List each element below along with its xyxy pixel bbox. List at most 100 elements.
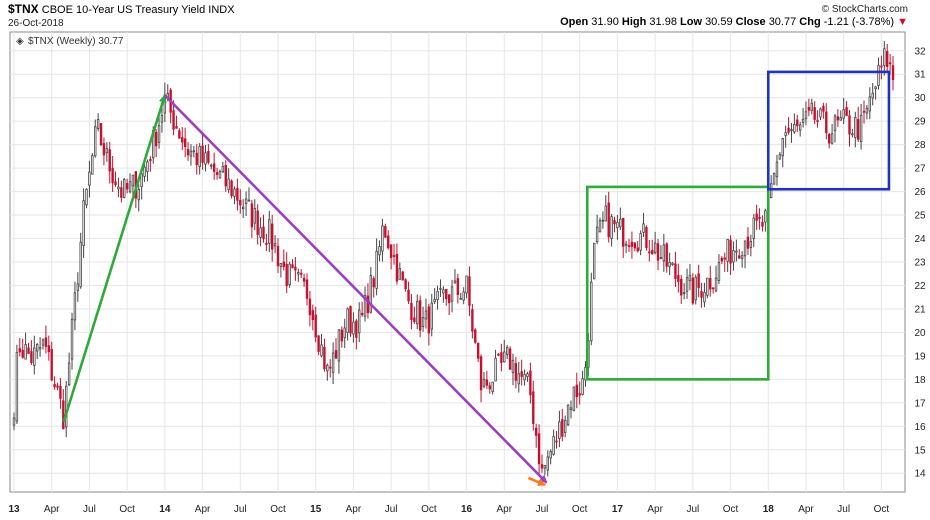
green-range-box [585, 185, 770, 381]
candle-up [88, 171, 91, 186]
candle-up [15, 351, 19, 422]
candle-up [694, 276, 697, 301]
candle-down [387, 235, 390, 249]
candle-up [128, 181, 132, 193]
candle-up [743, 240, 747, 257]
candle-down [175, 126, 178, 129]
x-tick-label: 15 [310, 504, 322, 515]
candle-down [723, 257, 726, 260]
y-tick-label: 16 [914, 422, 926, 433]
candle-up [511, 359, 515, 374]
candle-up [566, 404, 570, 426]
candle-down [212, 163, 216, 172]
candle-up [137, 189, 140, 201]
x-tick-label: Oct [874, 504, 890, 515]
y-tick-label: 18 [914, 375, 926, 386]
candle-up [819, 108, 822, 118]
candle-down [256, 210, 259, 235]
candle-up [717, 262, 721, 281]
candle-up [552, 436, 555, 455]
candle-down [239, 199, 242, 206]
candle-up [12, 417, 16, 426]
candle-up [41, 339, 45, 346]
candle-up [769, 183, 773, 198]
y-tick-label: 26 [914, 187, 926, 198]
candle-down [186, 148, 190, 156]
x-tick-label: 16 [461, 504, 473, 515]
candle-down [201, 145, 204, 163]
candle-down [53, 383, 56, 388]
candle-down [418, 300, 422, 331]
candle-up [82, 200, 85, 247]
candle-up [279, 263, 283, 267]
candle-up [563, 419, 567, 433]
candle-up [352, 321, 355, 335]
candle-up [442, 289, 445, 294]
candle-down [311, 310, 315, 321]
candle-down [807, 106, 811, 111]
candle-up [854, 117, 857, 138]
legend: ◈ $TNX (Weekly) 30.77 [16, 36, 124, 47]
candle-down [195, 152, 198, 166]
candle-up [433, 299, 436, 303]
candle-down [404, 279, 407, 290]
candle-up [883, 48, 886, 66]
y-tick-label: 19 [914, 351, 926, 362]
candle-down [848, 115, 851, 135]
x-tick-label: Apr [195, 504, 211, 515]
candle-up [619, 218, 622, 228]
candle-down [474, 329, 477, 343]
candle-down [822, 105, 825, 112]
candle-down [305, 279, 309, 299]
y-tick-label: 28 [914, 140, 926, 151]
x-tick-label: Apr [798, 504, 814, 515]
candle-down [836, 116, 840, 121]
candle-down [651, 250, 654, 255]
candle-down [711, 287, 715, 290]
x-tick-label: Oct [723, 504, 739, 515]
candle-up [688, 274, 692, 282]
candle-down [514, 363, 518, 381]
candle-down [314, 314, 317, 338]
candle-up [253, 208, 256, 224]
candle-up [288, 263, 291, 286]
exchange-label: INDX [208, 4, 235, 16]
candle-down [613, 220, 616, 225]
candle-down [389, 244, 393, 258]
candle-up [337, 329, 341, 362]
candle-up [241, 206, 245, 209]
candle-down [59, 385, 62, 399]
candle-up [798, 124, 802, 131]
low-value: 30.59 [705, 16, 733, 28]
candle-down [729, 239, 732, 264]
candle-down [622, 217, 625, 247]
candle-up [671, 262, 674, 266]
down-triangle-icon: ▼ [897, 16, 908, 28]
candle-down [674, 263, 677, 279]
candle-up [662, 244, 666, 262]
x-tick-label: Apr [647, 504, 663, 515]
candle-up [117, 186, 120, 190]
candle-up [601, 219, 605, 222]
x-tick-label: Apr [496, 504, 512, 515]
candle-down [413, 317, 416, 323]
candle-up [624, 243, 628, 246]
candle-up [784, 132, 787, 136]
candle-up [877, 64, 880, 86]
candle-up [505, 346, 509, 355]
candle-down [476, 342, 480, 359]
candle-down [555, 440, 558, 443]
brand-link[interactable]: © StockCharts.com [821, 4, 908, 15]
candle-up [85, 188, 88, 206]
candle-up [590, 281, 593, 342]
open-label: Open [560, 16, 589, 28]
candle-up [517, 373, 520, 385]
candle-down [317, 335, 320, 352]
y-tick-label: 25 [914, 211, 926, 222]
candle-down [114, 181, 117, 186]
candle-down [888, 62, 892, 65]
candle-down [47, 345, 51, 353]
candle-down [401, 271, 404, 281]
candle-up [65, 385, 68, 428]
